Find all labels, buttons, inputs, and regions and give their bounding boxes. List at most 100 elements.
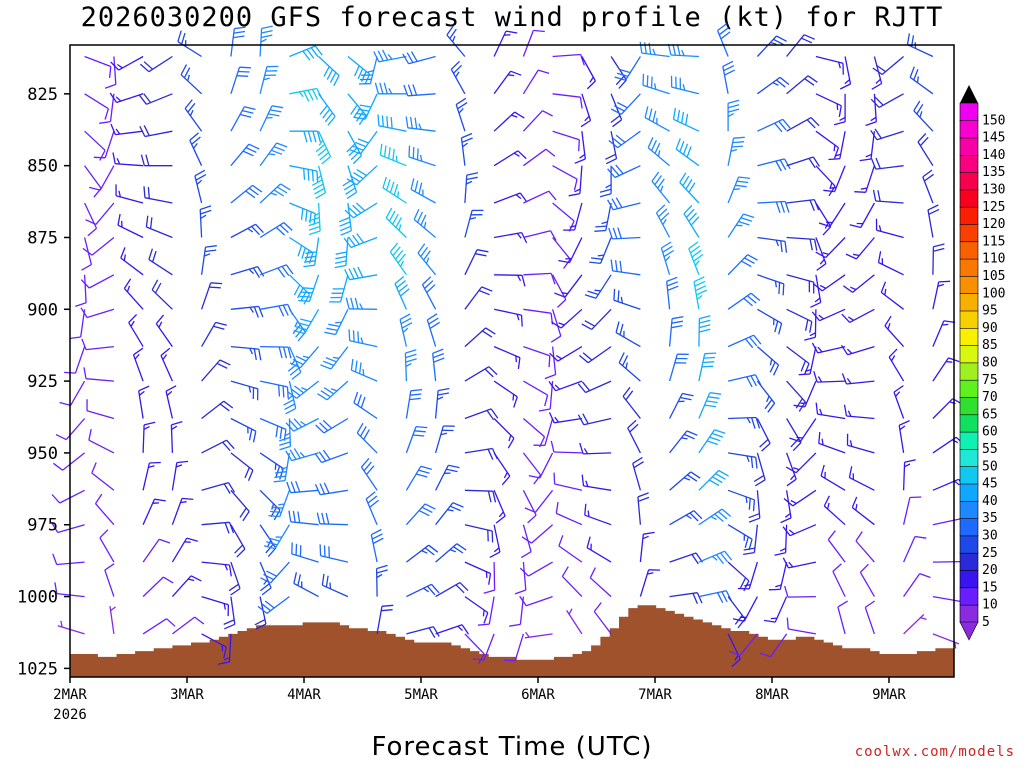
barb-feather	[248, 143, 260, 150]
barb-feather	[158, 321, 163, 328]
barb-feather	[330, 388, 338, 392]
barb-feather	[290, 481, 296, 493]
wind-barb	[165, 385, 177, 419]
barb-feather	[662, 219, 667, 225]
barb-feather	[469, 216, 477, 220]
barb-feather	[450, 60, 460, 70]
barb-feather	[151, 279, 159, 291]
barb-feather	[303, 90, 310, 102]
colorbar-label: 5	[982, 615, 990, 630]
barb-feather	[193, 143, 198, 149]
wind-barb	[201, 561, 232, 577]
barb-feather	[249, 348, 253, 355]
barb-feather	[579, 442, 584, 455]
wind-barb	[757, 274, 785, 296]
wind-barb	[632, 456, 644, 491]
wind-barb	[932, 357, 960, 382]
barb-staff	[786, 308, 813, 323]
barb-staff	[514, 633, 525, 661]
barb-feather	[620, 296, 624, 304]
wind-barb	[160, 347, 173, 382]
barb-feather	[833, 144, 836, 152]
wind-barb	[607, 197, 641, 211]
barb-feather	[472, 658, 485, 661]
barb-feather	[461, 624, 470, 635]
barb-feather	[252, 267, 261, 278]
barb-feather	[683, 204, 693, 215]
barb-staff	[785, 452, 797, 480]
barb-feather	[718, 469, 729, 477]
colorbar-label: 115	[982, 234, 1005, 249]
barb-feather	[505, 30, 518, 34]
barb-staff	[669, 510, 695, 526]
wind-barb	[259, 303, 294, 317]
barb-staff	[922, 176, 934, 204]
barb-staff	[627, 427, 641, 454]
barb-feather	[792, 442, 802, 452]
barb-feather	[748, 517, 761, 523]
barb-feather	[382, 176, 388, 188]
wind-barb	[464, 327, 496, 348]
wind-barb	[289, 87, 323, 102]
barb-feather	[703, 356, 716, 359]
barb-feather	[913, 100, 921, 112]
barb-feather	[277, 267, 286, 278]
x-tick-label: 2MAR	[53, 687, 87, 703]
barb-staff	[668, 354, 678, 382]
wind-barb	[841, 373, 875, 385]
wind-barb	[259, 524, 277, 558]
barb-staff	[523, 272, 552, 276]
wind-barb	[552, 53, 585, 66]
barb-feather	[275, 226, 286, 236]
barb-feather	[683, 433, 695, 440]
barb-staff	[727, 452, 756, 458]
barb-feather	[271, 105, 284, 109]
wind-barb	[314, 449, 349, 464]
barb-feather	[581, 381, 591, 392]
barb-staff	[786, 198, 815, 204]
barb-feather	[710, 516, 717, 521]
barb-feather	[269, 510, 282, 514]
wind-barb	[128, 313, 144, 347]
barb-feather	[483, 612, 489, 624]
barb-feather	[485, 327, 496, 335]
barb-feather	[377, 114, 380, 126]
wind-barb	[374, 82, 407, 95]
barb-feather	[584, 294, 597, 299]
barb-feather	[258, 306, 264, 318]
barb-feather	[349, 175, 361, 183]
wind-barb	[839, 56, 852, 90]
wind-barb	[464, 366, 498, 382]
barb-feather	[806, 119, 816, 129]
barb-feather	[279, 445, 291, 451]
barb-feather	[321, 573, 325, 586]
wind-barb	[523, 148, 556, 167]
barb-feather	[513, 396, 518, 408]
barb-staff	[903, 614, 925, 635]
barb-feather	[589, 567, 596, 579]
barb-feather	[685, 113, 689, 126]
barb-feather	[550, 440, 555, 453]
barb-feather	[403, 84, 409, 97]
barb-feather	[461, 137, 473, 143]
x-tick-label: 5MAR	[404, 687, 438, 703]
wind-barb	[75, 274, 87, 308]
wind-barb	[477, 596, 495, 626]
barb-staff	[259, 222, 285, 239]
barb-staff	[554, 417, 582, 424]
wind-barb	[405, 388, 423, 419]
barb-feather	[554, 416, 560, 423]
barb-staff	[669, 393, 683, 419]
barb-feather	[279, 468, 284, 480]
barb-feather	[685, 179, 693, 190]
wind-barb	[841, 308, 875, 323]
barb-feather	[612, 227, 618, 239]
wind-barb	[888, 348, 905, 382]
barb-staff	[815, 130, 839, 149]
barb-feather	[270, 192, 277, 196]
barb-feather	[358, 362, 362, 374]
barb-feather	[775, 584, 782, 588]
barb-feather	[305, 210, 308, 222]
barb-feather	[589, 261, 601, 265]
barb-feather	[666, 276, 678, 283]
